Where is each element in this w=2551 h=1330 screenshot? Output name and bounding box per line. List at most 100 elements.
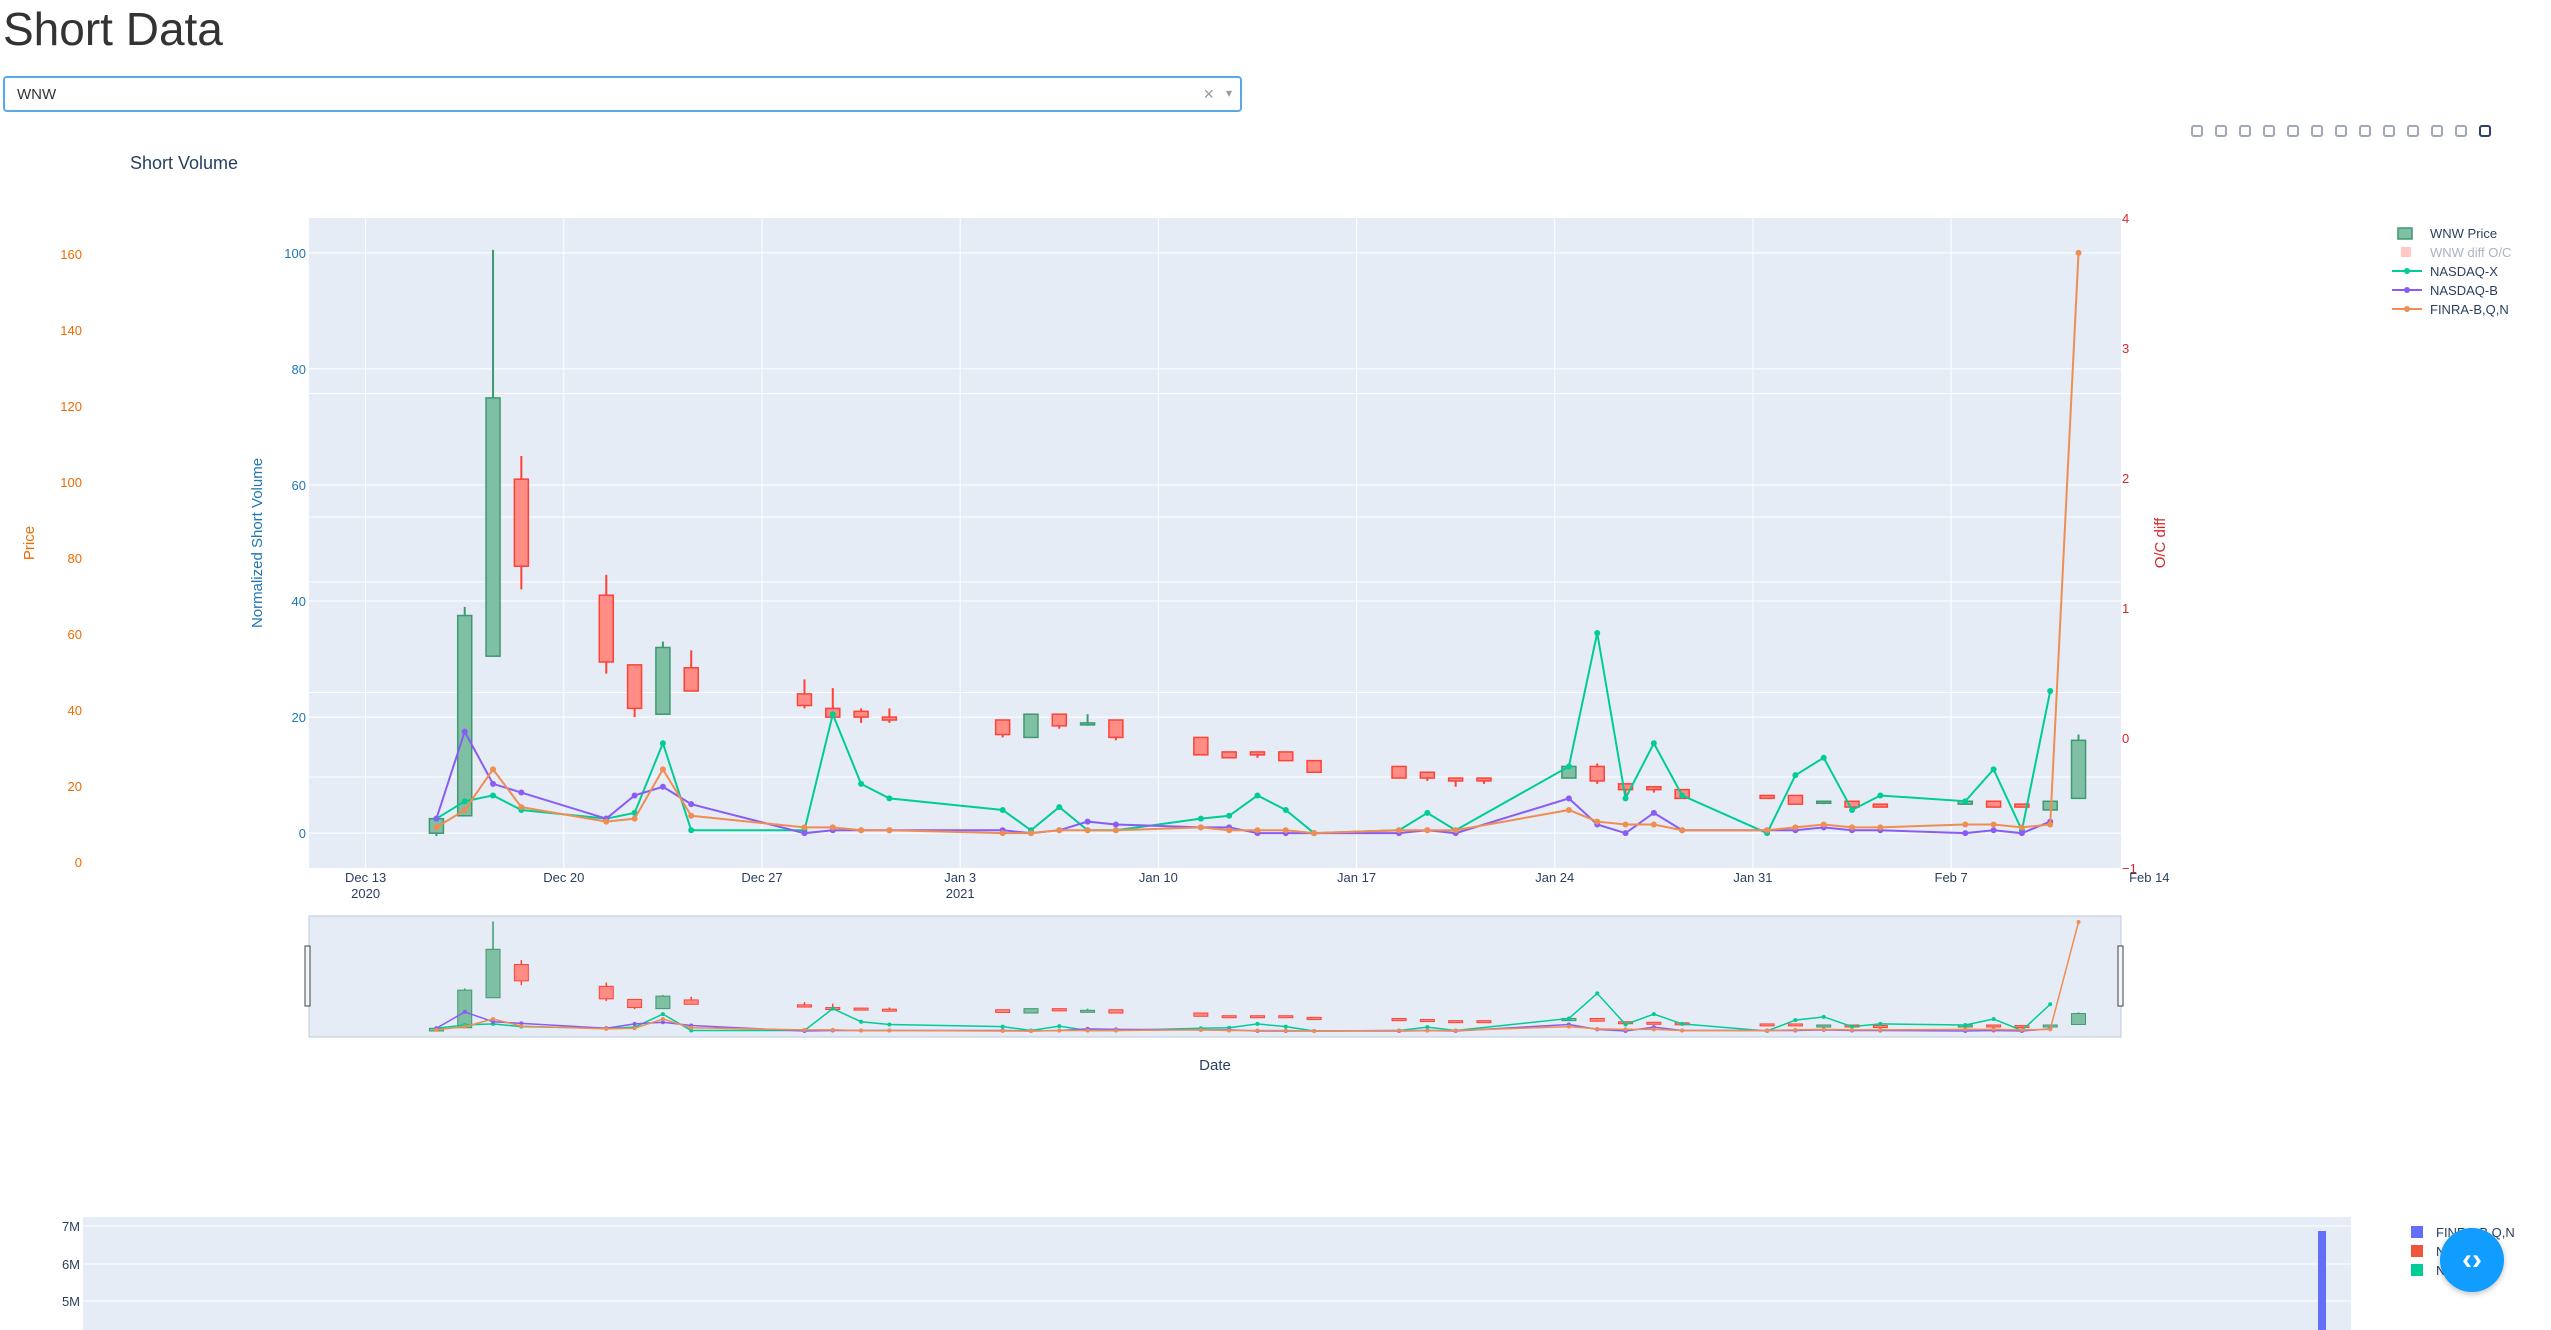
candle-body[interactable] [1051,713,1068,727]
x-tick-label: Dec 27 [741,870,782,885]
range-series-point [2076,920,2081,924]
ticker-dropdown[interactable]: WNW × ▾ [3,76,1242,112]
candle-body[interactable] [1646,786,1662,791]
candle-body[interactable] [1589,765,1605,782]
autoscale-icon[interactable] [2354,120,2376,142]
range-series-point [1878,1021,1883,1026]
candle-body[interactable] [796,693,813,707]
legend-swatch [2401,247,2411,257]
series-point [1084,827,1091,834]
chevron-down-icon[interactable]: ▾ [1225,86,1232,100]
range-series-point [1283,1024,1288,1029]
series-point [1112,821,1119,828]
camera-icon[interactable] [2186,120,2208,142]
series-point [858,827,865,834]
x-tick-label: Feb 7 [1935,870,1968,885]
series-point [1254,827,1261,834]
range-series-point [1595,991,1600,996]
series-point [1849,806,1856,813]
series-point [2047,821,2054,828]
candle-body[interactable] [1079,722,1096,726]
candle-body[interactable] [626,664,643,710]
bar-plot-area[interactable] [83,1217,2351,1330]
range-series-point [1651,1012,1656,1017]
candle-body[interactable] [1278,751,1294,762]
range-candle-body [1306,1016,1322,1021]
candle-body[interactable] [655,646,671,715]
range-series-point [1821,1014,1826,1019]
series-point [659,783,666,790]
code-toggle-button[interactable]: ‹› [2440,1228,2504,1292]
candle-body[interactable] [1476,777,1492,782]
candle-body[interactable] [994,719,1011,736]
candle-body[interactable] [1872,803,1889,808]
range-candle-body [1023,1008,1039,1014]
candle-body[interactable] [1391,765,1407,779]
range-candle-body [1787,1023,1803,1027]
series-point [1990,827,1997,834]
range-candle-body [1419,1019,1435,1023]
clear-icon[interactable]: × [1203,84,1214,104]
range-series-point [1227,1028,1232,1033]
range-series-point [604,1026,609,1031]
candle-body[interactable] [2014,803,2030,808]
x-tick-label: Dec 13 [345,870,386,885]
candle-body[interactable] [1419,771,1436,779]
series-point [433,815,440,822]
range-handle-left[interactable] [304,945,311,1007]
candle-body[interactable] [683,667,699,692]
candle-body[interactable] [1787,794,1804,805]
range-slider[interactable] [308,915,2122,1038]
chart-title: Short Volume [130,153,238,173]
series-point [1820,754,1827,761]
candle-body[interactable] [1759,794,1775,800]
candle-body[interactable] [2070,739,2087,800]
candle-body[interactable] [456,614,473,817]
range-series-point [1651,1027,1656,1032]
range-handle-right[interactable] [2117,945,2124,1007]
series-point [1424,809,1431,816]
plotly-logo-icon[interactable] [2474,120,2496,142]
spike-lines-icon[interactable] [2402,120,2424,142]
candle-body[interactable] [1306,759,1322,773]
candle-body[interactable] [598,594,615,663]
zoom-in-icon[interactable] [2306,120,2328,142]
candle-body[interactable] [853,710,869,718]
series-point [659,766,666,773]
range-series-point [1255,1028,1260,1033]
x-tick-label: Jan 10 [1139,870,1178,885]
pan-icon[interactable] [2234,120,2256,142]
box-select-icon[interactable] [2258,120,2280,142]
range-candle-body [1476,1020,1492,1024]
candle-body[interactable] [1221,751,1237,759]
series-line-finra-b-q-n[interactable] [435,252,2080,835]
range-series-point [1765,1028,1770,1033]
candle-body[interactable] [513,478,530,567]
hover-closest-icon[interactable] [2426,120,2448,142]
candle-body[interactable] [485,397,501,657]
bar-y-tick-label: 5M [62,1294,80,1309]
candle-body[interactable] [1985,800,2002,808]
zoom-out-icon[interactable] [2330,120,2352,142]
series-point [1226,827,1233,834]
candle-body[interactable] [1108,719,1124,739]
plot-area[interactable] [309,218,2121,868]
reset-axes-icon[interactable] [2378,120,2400,142]
zoom-icon[interactable] [2210,120,2232,142]
candle-body[interactable] [1447,777,1464,782]
series-point [1282,806,1289,813]
range-series-point [1453,1028,1458,1033]
candle-body[interactable] [1193,736,1209,756]
x-tick-label: Jan 31 [1733,870,1772,885]
lasso-select-icon[interactable] [2282,120,2304,142]
candle-body[interactable] [1023,713,1039,739]
legend-swatch [2397,227,2413,240]
candle-body[interactable] [1249,751,1266,756]
candle-body[interactable] [881,716,898,721]
hover-compare-icon[interactable] [2450,120,2472,142]
range-candle-body [1221,1015,1237,1019]
bar-finra-last[interactable] [2318,1231,2326,1330]
candle-body[interactable] [1815,800,1832,805]
bar-legend-swatch [2411,1226,2423,1238]
